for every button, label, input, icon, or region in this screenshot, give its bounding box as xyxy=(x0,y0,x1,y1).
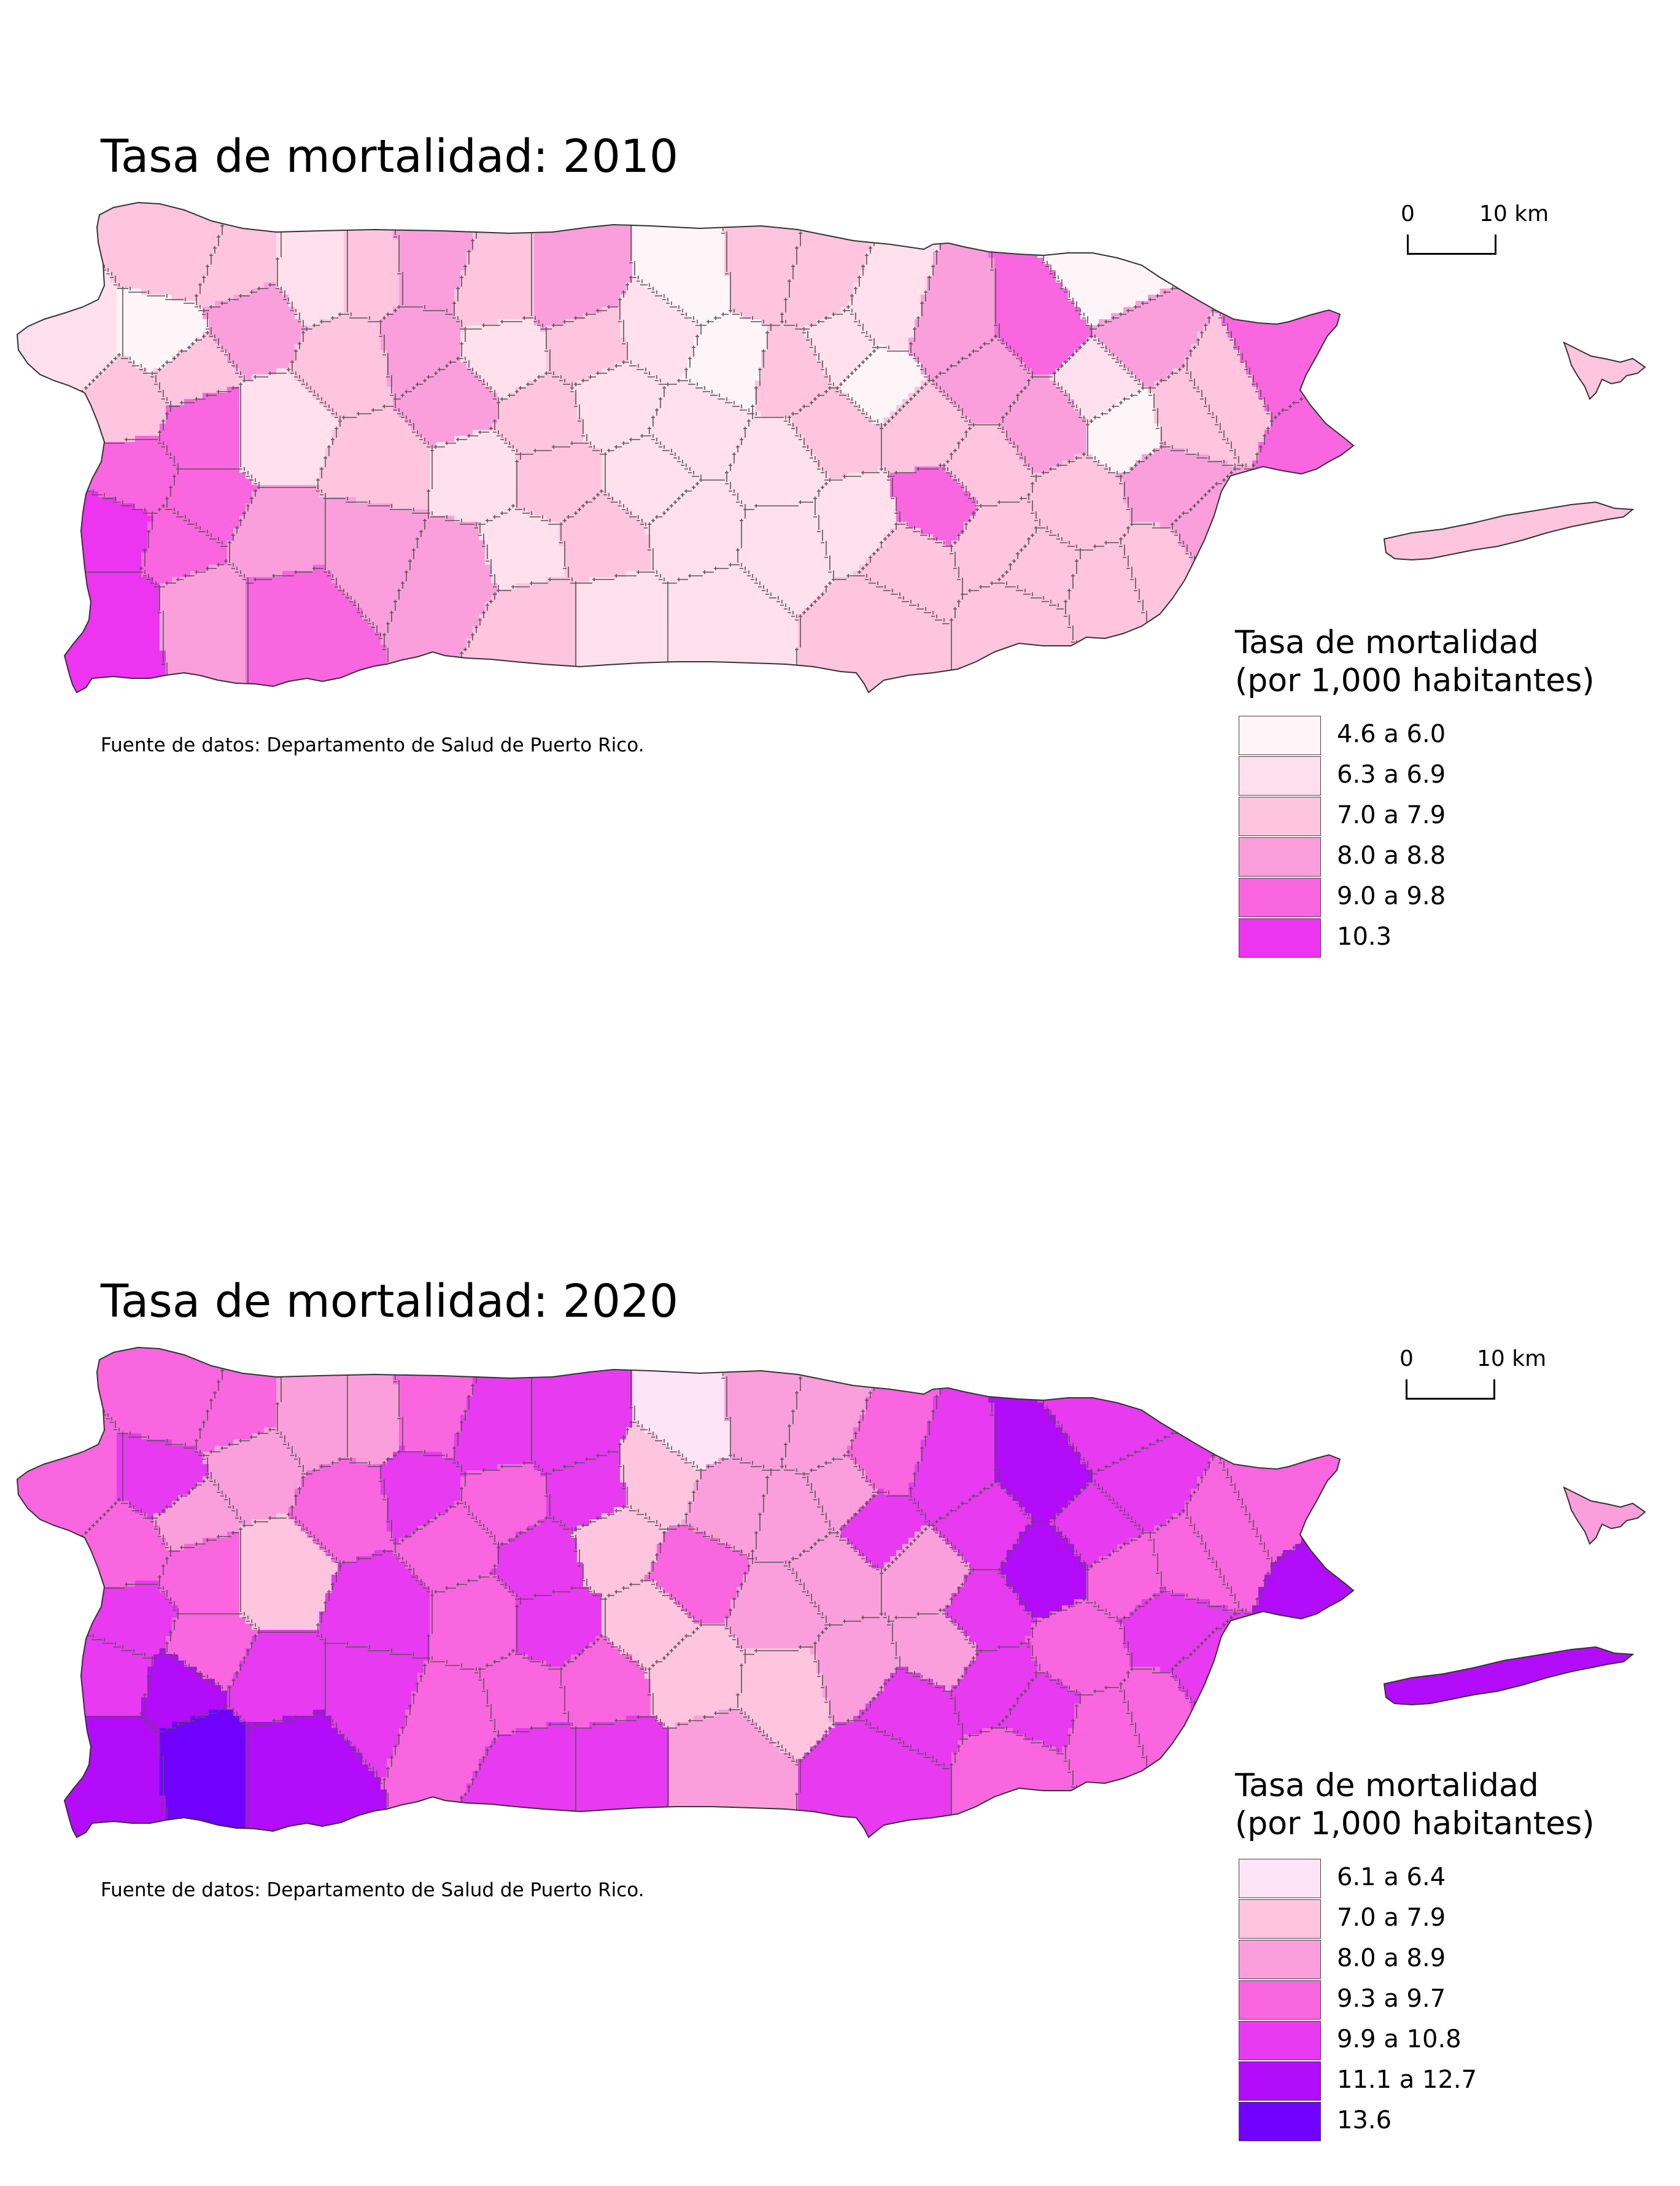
legend-label: 9.0 a 9.8 xyxy=(1337,882,1446,910)
island-outline xyxy=(16,201,1355,694)
legend-label: 9.9 a 10.8 xyxy=(1337,2025,1461,2053)
legend-swatch xyxy=(1239,1980,1321,2020)
vieques-island xyxy=(1383,501,1635,561)
map-title: Tasa de mortalidad: 2010 xyxy=(101,130,678,183)
legend-title-line2: (por 1,000 habitantes) xyxy=(1235,1805,1595,1843)
scale-label-ten: 10 km xyxy=(1477,1346,1546,1371)
legend-label: 9.3 a 9.7 xyxy=(1337,1985,1446,2013)
legend-swatch xyxy=(1239,716,1321,755)
legend-label: 6.3 a 6.9 xyxy=(1337,761,1446,789)
map-title: Tasa de mortalidad: 2020 xyxy=(101,1275,678,1328)
legend-label: 7.0 a 7.9 xyxy=(1337,801,1446,829)
legend-label: 10.3 xyxy=(1337,923,1392,951)
legend-title-line2: (por 1,000 habitantes) xyxy=(1235,662,1595,700)
legend-swatch xyxy=(1239,2102,1321,2141)
legend-label: 7.0 a 7.9 xyxy=(1337,1904,1446,1932)
scale-bar xyxy=(1407,234,1496,255)
island-outline xyxy=(16,1346,1355,1839)
legend-swatch xyxy=(1239,756,1321,796)
municipality-cells xyxy=(17,203,1353,692)
choropleth-map xyxy=(16,1346,1646,1839)
culebra-island xyxy=(1563,1486,1646,1545)
legend-swatch xyxy=(1239,2061,1321,2101)
legend-swatch xyxy=(1239,1859,1321,1898)
data-source: Fuente de datos: Departamento de Salud d… xyxy=(101,1879,645,1901)
legend-swatch xyxy=(1239,918,1321,958)
map-panel-2010: Tasa de mortalidad: 2010 0 10 km Fuente … xyxy=(16,130,1646,958)
legend-swatch xyxy=(1239,878,1321,917)
legend-title-line1: Tasa de mortalidad xyxy=(1235,1767,1595,1805)
legend-label: 8.0 a 8.8 xyxy=(1337,842,1446,870)
legend-label: 11.1 a 12.7 xyxy=(1337,2066,1477,2094)
legend-label: 13.6 xyxy=(1337,2106,1392,2134)
municipality-cells xyxy=(17,1347,1353,1837)
scale-label-zero: 0 xyxy=(1399,1346,1414,1371)
vieques-island xyxy=(1383,1646,1635,1706)
choropleth-map xyxy=(16,201,1646,694)
legend-title-line1: Tasa de mortalidad xyxy=(1235,624,1595,662)
legend-swatch xyxy=(1239,1940,1321,1979)
scale-bar xyxy=(1406,1379,1495,1400)
scale-label-zero: 0 xyxy=(1401,201,1415,227)
legend-swatch xyxy=(1239,797,1321,836)
legend-title: Tasa de mortalidad (por 1,000 habitantes… xyxy=(1235,624,1595,700)
legend-swatch xyxy=(1239,1899,1321,1939)
legend-swatch xyxy=(1239,837,1321,877)
scale-label-ten: 10 km xyxy=(1479,201,1549,227)
map-panel-2020: Tasa de mortalidad: 2020 0 10 km Fuente … xyxy=(0,1093,1680,2185)
legend-title: Tasa de mortalidad (por 1,000 habitantes… xyxy=(1235,1767,1595,1843)
legend-label: 4.6 a 6.0 xyxy=(1337,720,1446,748)
legend-swatch xyxy=(1239,2021,1321,2060)
data-source: Fuente de datos: Departamento de Salud d… xyxy=(101,734,645,756)
legend-label: 8.0 a 8.9 xyxy=(1337,1944,1446,1972)
legend-label: 6.1 a 6.4 xyxy=(1337,1863,1446,1891)
culebra-island xyxy=(1563,341,1646,400)
